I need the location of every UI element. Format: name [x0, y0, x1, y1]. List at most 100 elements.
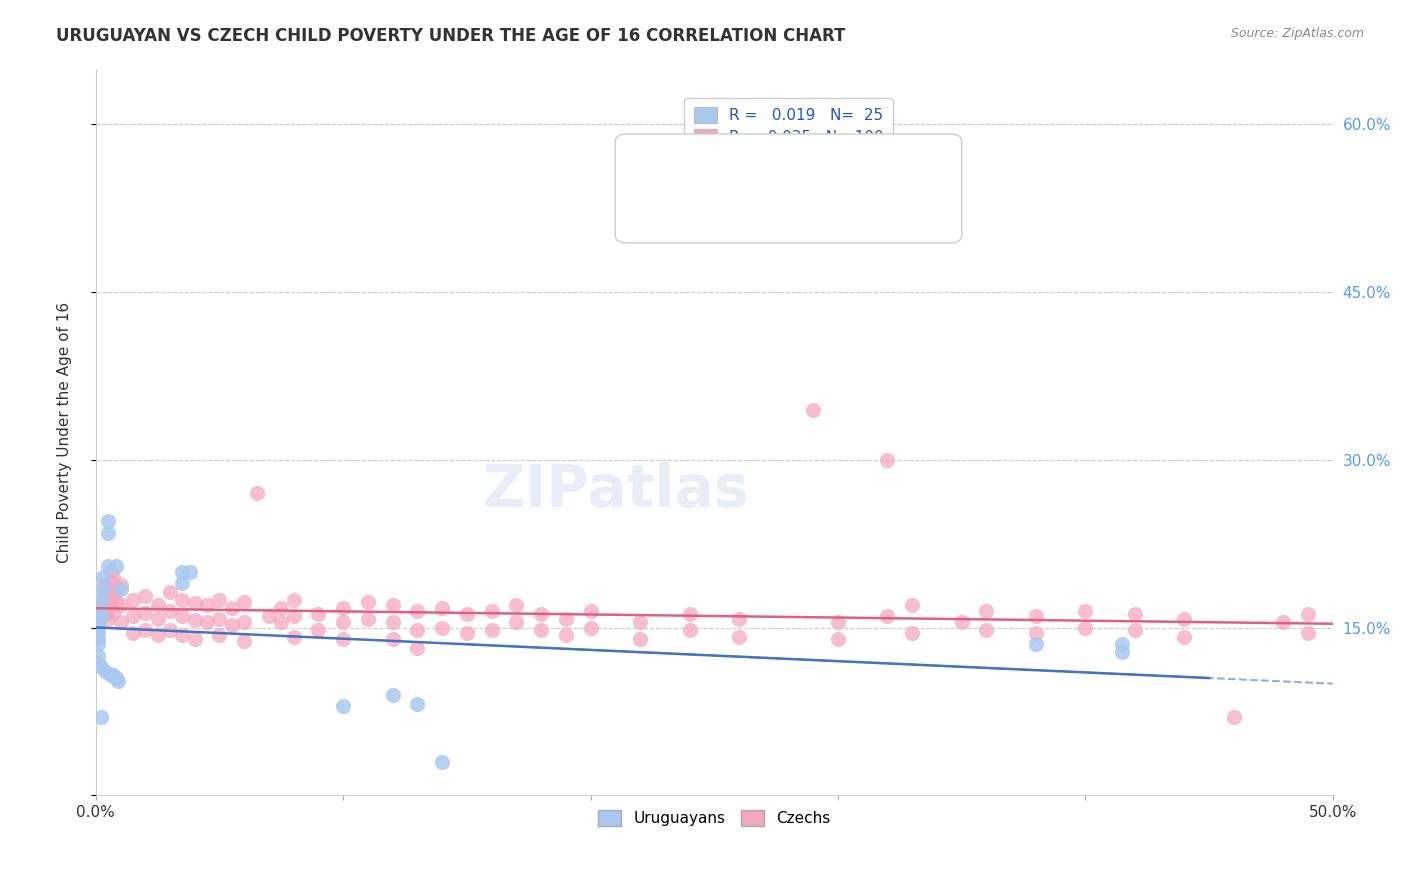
Point	[100, 576, 122, 591]
Point	[208, 592, 231, 607]
Point	[172, 592, 194, 607]
Point	[554, 628, 576, 642]
Point	[1111, 645, 1133, 659]
Point	[87, 648, 110, 663]
Point	[1272, 615, 1295, 629]
Point	[87, 632, 110, 646]
Point	[1123, 607, 1146, 622]
Point	[90, 609, 112, 624]
Point	[101, 570, 124, 584]
Point	[406, 697, 429, 711]
Point	[110, 615, 132, 629]
Point	[481, 623, 503, 637]
Point	[283, 592, 305, 607]
Point	[1025, 626, 1047, 640]
Point	[94, 596, 117, 610]
Point	[381, 632, 404, 646]
Point	[87, 626, 110, 640]
Point	[332, 632, 354, 646]
Point	[104, 595, 127, 609]
Point	[270, 600, 292, 615]
Point	[876, 609, 898, 624]
Point	[172, 576, 194, 591]
Point	[233, 595, 256, 609]
Point	[100, 565, 122, 579]
Point	[97, 559, 120, 574]
Point	[97, 600, 120, 615]
Point	[579, 604, 602, 618]
Point	[481, 604, 503, 618]
Point	[87, 657, 110, 671]
Point	[97, 515, 120, 529]
Point	[159, 585, 181, 599]
Point	[876, 453, 898, 467]
Point	[283, 609, 305, 624]
Point	[976, 604, 998, 618]
Point	[91, 570, 114, 584]
Point	[122, 609, 145, 624]
Point	[430, 621, 453, 635]
Point	[283, 630, 305, 644]
Point	[91, 600, 114, 615]
Point	[134, 623, 156, 637]
Point	[307, 623, 329, 637]
Point	[94, 607, 117, 622]
Point	[90, 660, 112, 674]
Point	[381, 688, 404, 702]
Point	[270, 615, 292, 629]
Point	[172, 628, 194, 642]
Point	[901, 626, 924, 640]
Point	[146, 599, 169, 613]
Point	[110, 582, 132, 596]
Point	[430, 755, 453, 769]
FancyBboxPatch shape	[616, 134, 962, 243]
Point	[801, 402, 824, 417]
Point	[104, 671, 127, 685]
Point	[97, 590, 120, 604]
Point	[430, 600, 453, 615]
Point	[104, 559, 127, 574]
Point	[94, 585, 117, 599]
Text: ZIPatlas: ZIPatlas	[482, 461, 748, 518]
Point	[87, 621, 110, 635]
Point	[728, 630, 751, 644]
Text: Source: ZipAtlas.com: Source: ZipAtlas.com	[1230, 27, 1364, 40]
Point	[221, 600, 243, 615]
Point	[406, 623, 429, 637]
Point	[1296, 626, 1319, 640]
Point	[134, 590, 156, 604]
Point	[110, 599, 132, 613]
Point	[530, 623, 553, 637]
Point	[1173, 630, 1195, 644]
Point	[91, 582, 114, 596]
Point	[100, 592, 122, 607]
Point	[246, 486, 269, 500]
Point	[628, 632, 651, 646]
Point	[184, 613, 207, 627]
Point	[91, 590, 114, 604]
Point	[221, 618, 243, 632]
Point	[554, 612, 576, 626]
Point	[90, 600, 112, 615]
Point	[101, 606, 124, 620]
Point	[94, 665, 117, 680]
Point	[530, 607, 553, 622]
Point	[195, 599, 218, 613]
Point	[1074, 604, 1097, 618]
Point	[122, 592, 145, 607]
Point	[172, 565, 194, 579]
Point	[184, 596, 207, 610]
Point	[101, 587, 124, 601]
Point	[208, 628, 231, 642]
Point	[97, 612, 120, 626]
Point	[110, 578, 132, 592]
Point	[579, 621, 602, 635]
Point	[456, 626, 478, 640]
Point	[1025, 637, 1047, 651]
Point	[406, 604, 429, 618]
Point	[122, 626, 145, 640]
Point	[184, 632, 207, 646]
Point	[134, 606, 156, 620]
Point	[901, 599, 924, 613]
Point	[1025, 609, 1047, 624]
